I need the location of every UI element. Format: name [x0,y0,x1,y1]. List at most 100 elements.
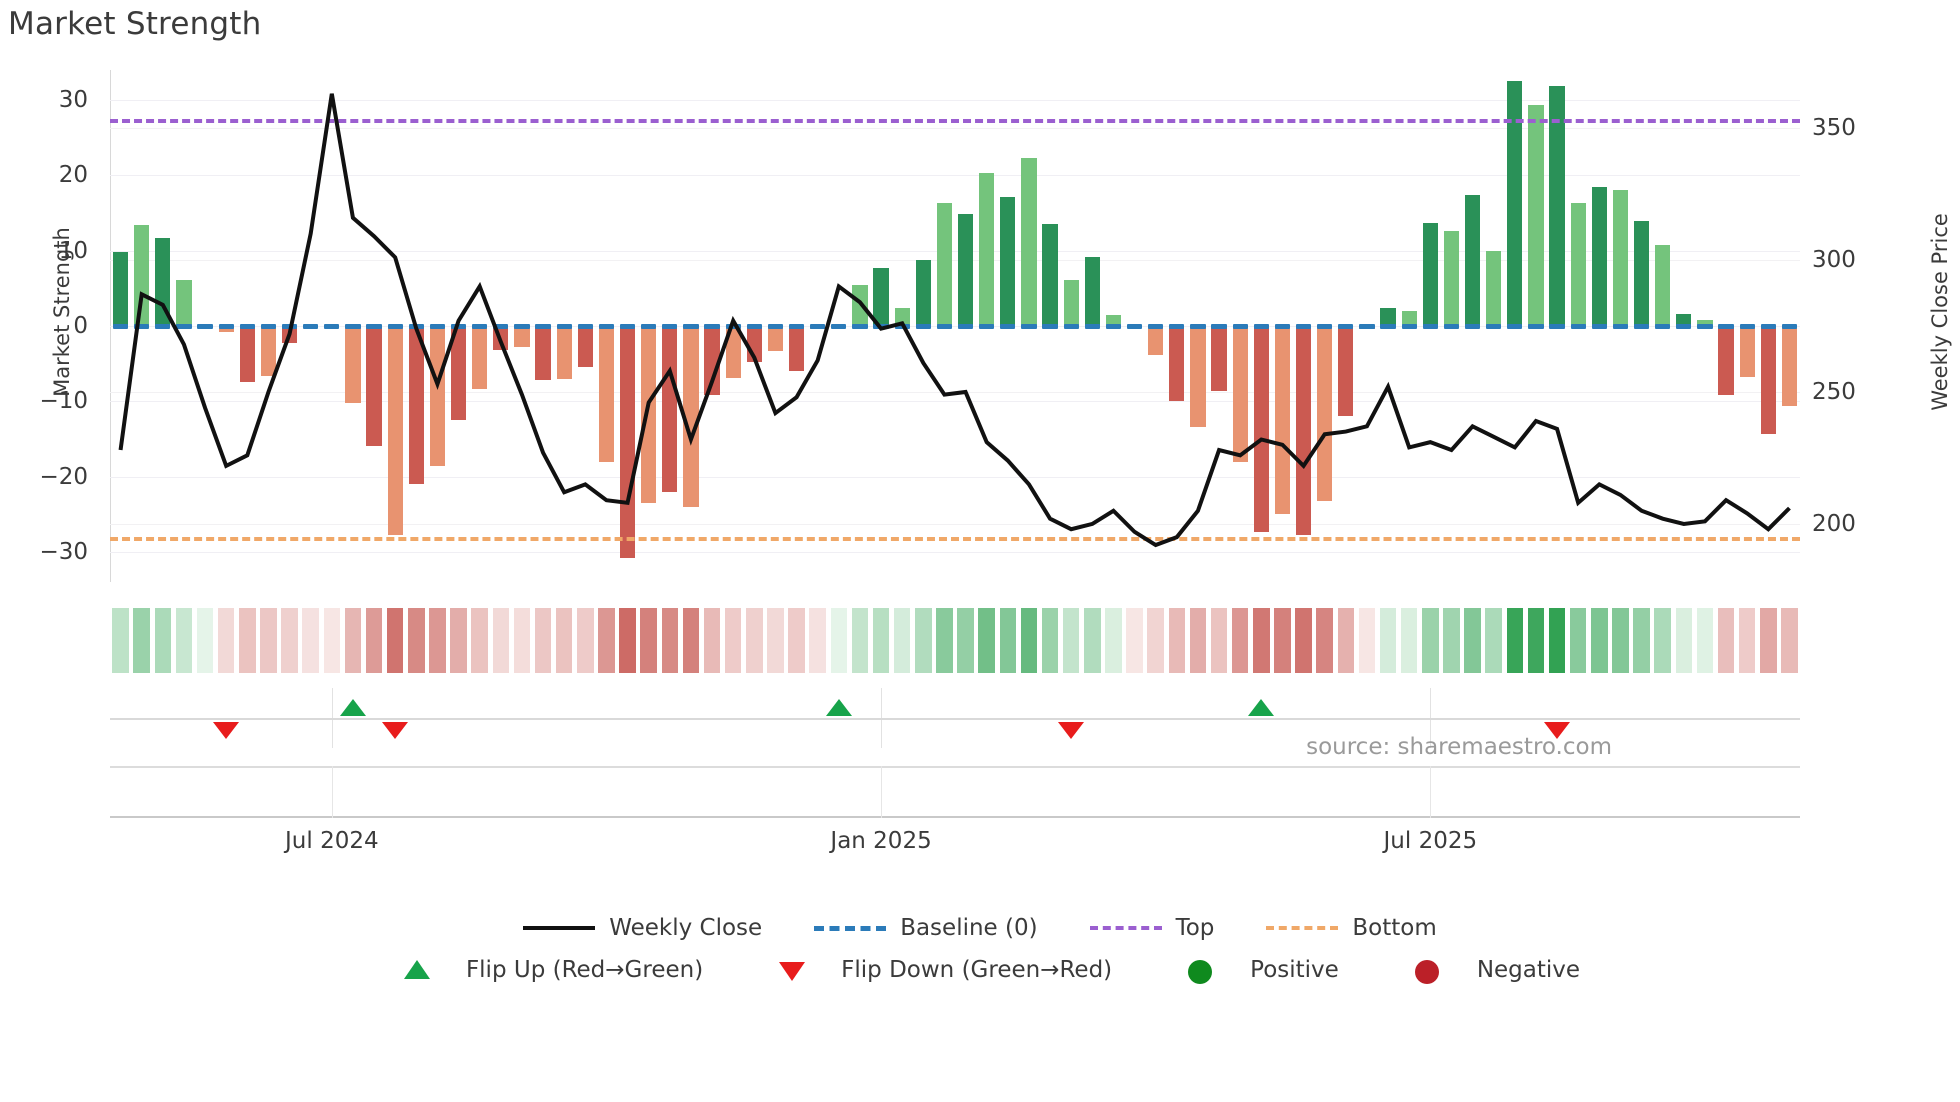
heatmap-cell [302,608,319,673]
heatmap-cell [471,608,488,673]
dot-green-icon [1164,960,1236,984]
legend-item[interactable]: Bottom [1266,915,1437,941]
baseline-segment [1697,324,1713,329]
heatmap-cell [1485,608,1502,673]
baseline-segment [535,324,551,329]
baseline-segment [1612,324,1629,329]
baseline-segment [556,324,572,329]
triangle-up-green-icon [380,960,452,980]
heatmap-cell [133,608,150,673]
bar [239,326,255,383]
baseline-segment [472,324,488,329]
gridline [110,551,1800,553]
weekly-close-polyline [118,93,1791,548]
heatmap-cell [1126,608,1143,673]
bar [1570,203,1586,326]
baseline-segment [1274,324,1291,329]
heatmap-cell [1422,608,1439,673]
baseline-segment [1338,324,1354,329]
baseline-segment [1211,324,1227,329]
flip-axis-line [110,718,1800,720]
baseline-segment [577,324,593,329]
y-tick-left: −10 [39,388,88,415]
bar [1655,245,1671,326]
heatmap-cell [1400,608,1418,673]
bar [1190,326,1206,427]
heatmap-cell [1443,608,1460,673]
x-gridline-lower [1430,766,1432,818]
baseline-segment [979,324,995,329]
legend-label: Bottom [1352,915,1437,941]
baseline-segment [936,324,953,329]
legend-item[interactable]: Negative [1391,957,1580,984]
flip-down-marker [1544,722,1571,739]
line-dashed-orange-icon [1266,918,1339,938]
heatmap-cell [1738,608,1756,673]
baseline-segment [1591,324,1607,329]
legend-item[interactable]: Baseline (0) [814,915,1038,941]
heatmap-cell [217,608,235,673]
gridline [110,326,1800,327]
baseline-segment [1464,324,1481,329]
baseline-segment [1549,324,1565,329]
bar [1633,220,1650,326]
baseline-segment [1042,324,1058,329]
baseline-segment [1781,324,1798,329]
baseline-segment [1760,324,1776,329]
source-attribution: source: sharemaestro.com [1306,734,1612,760]
bar [387,326,403,536]
bar [957,213,974,326]
heatmap-cell [724,608,742,673]
heatmap-cell [555,608,573,673]
gridline [110,476,1800,478]
y-tick-left: 0 [73,313,88,339]
legend-row-markers: Flip Up (Red→Green) Flip Down (Green→Red)… [0,957,1960,984]
flip-down-marker [382,722,409,739]
baseline-segment [514,324,530,329]
y-tick-right: 350 [1812,115,1856,142]
baseline-segment [704,324,720,329]
baseline-segment [1443,324,1460,329]
bar [1739,326,1755,378]
legend-item[interactable]: Positive [1164,957,1339,984]
flip-markers [110,690,1800,740]
baseline-segment [155,324,171,329]
y-tick-left: −20 [39,463,88,490]
bar [725,326,741,378]
baseline-segment [366,324,382,329]
baseline-segment [197,324,213,329]
legend-item[interactable]: Top [1089,915,1215,941]
heatmap-cell [175,608,193,673]
bar [514,326,530,348]
legend-item[interactable]: Flip Down (Green→Red) [755,957,1112,983]
heatmap-cell [830,608,848,673]
baseline-segment [957,324,974,329]
baseline-segment [1232,324,1248,329]
bar [218,326,234,333]
baseline-segment [619,324,636,329]
legend-label: Top [1175,915,1215,941]
legend-item[interactable]: Flip Up (Red→Green) [380,957,703,983]
baseline-segment [1359,324,1375,329]
heatmap-cell [999,608,1017,673]
legend-item[interactable]: Weekly Close [523,915,762,941]
flip-up-marker [339,699,366,716]
baseline-segment [1633,324,1650,329]
bar [1211,326,1227,391]
weekly-close-line [118,93,1791,548]
heatmap-cell [323,608,341,673]
baseline-segment [134,324,150,329]
bar [112,252,129,326]
bar [1380,307,1396,326]
baseline-segment [1063,324,1079,329]
baseline-segment [1655,324,1671,329]
bar [1105,315,1122,326]
baseline-segment [239,324,255,329]
bar [1760,326,1776,434]
bar [767,326,784,351]
heatmap-cell [365,608,383,673]
y-tick-left: 30 [58,87,88,114]
legend-label: Flip Down (Green→Red) [841,957,1113,983]
heatmap-cell [450,608,467,673]
bar [1295,326,1312,536]
